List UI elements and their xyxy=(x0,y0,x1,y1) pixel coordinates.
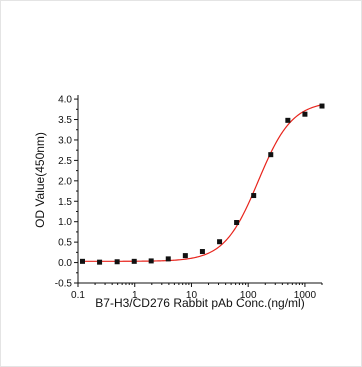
data-point xyxy=(251,193,257,199)
data-point xyxy=(319,103,325,109)
data-point xyxy=(234,220,240,226)
x-axis-ticks: 0.1 1 10 100 1000 xyxy=(71,283,323,301)
data-point xyxy=(302,111,308,117)
data-point xyxy=(148,258,154,264)
data-point xyxy=(182,253,188,259)
x-tick-label: 1 xyxy=(132,290,138,301)
data-points xyxy=(79,103,325,265)
data-point xyxy=(268,152,274,158)
y-tick-label: 0.0 xyxy=(58,258,72,269)
y-axis-title: OD Value(450nm) xyxy=(33,132,47,228)
fit-curve xyxy=(82,104,323,262)
x-tick-label: 100 xyxy=(240,290,257,301)
data-point xyxy=(217,239,223,245)
data-point xyxy=(131,258,137,264)
x-axis-title: B7-H3/CD276 Rabbit pAb Conc.(ng/ml) xyxy=(95,296,304,310)
x-tick-label: 1000 xyxy=(294,290,317,301)
data-point xyxy=(114,259,120,265)
x-tick-label: 10 xyxy=(186,290,198,301)
y-axis-ticks: -0.5 0.0 0.5 1.0 1.5 2.0 2.5 3.0 3.5 4.0 xyxy=(55,95,78,290)
data-point xyxy=(79,258,85,264)
data-point xyxy=(165,256,171,262)
y-tick-label: 3.0 xyxy=(58,135,72,146)
data-point xyxy=(97,259,103,265)
axes xyxy=(77,95,322,284)
y-tick-label: 4.0 xyxy=(58,95,72,106)
x-tick-label: 0.1 xyxy=(71,290,85,301)
y-tick-label: 3.5 xyxy=(58,115,72,126)
data-point xyxy=(285,117,291,123)
data-point xyxy=(199,249,205,255)
y-tick-label: 0.5 xyxy=(58,238,72,249)
y-tick-label: 1.5 xyxy=(58,197,72,208)
y-tick-label: 2.5 xyxy=(58,156,72,167)
y-tick-label: 2.0 xyxy=(58,176,72,187)
y-tick-label: 1.0 xyxy=(58,217,72,228)
y-tick-label: -0.5 xyxy=(55,279,73,290)
